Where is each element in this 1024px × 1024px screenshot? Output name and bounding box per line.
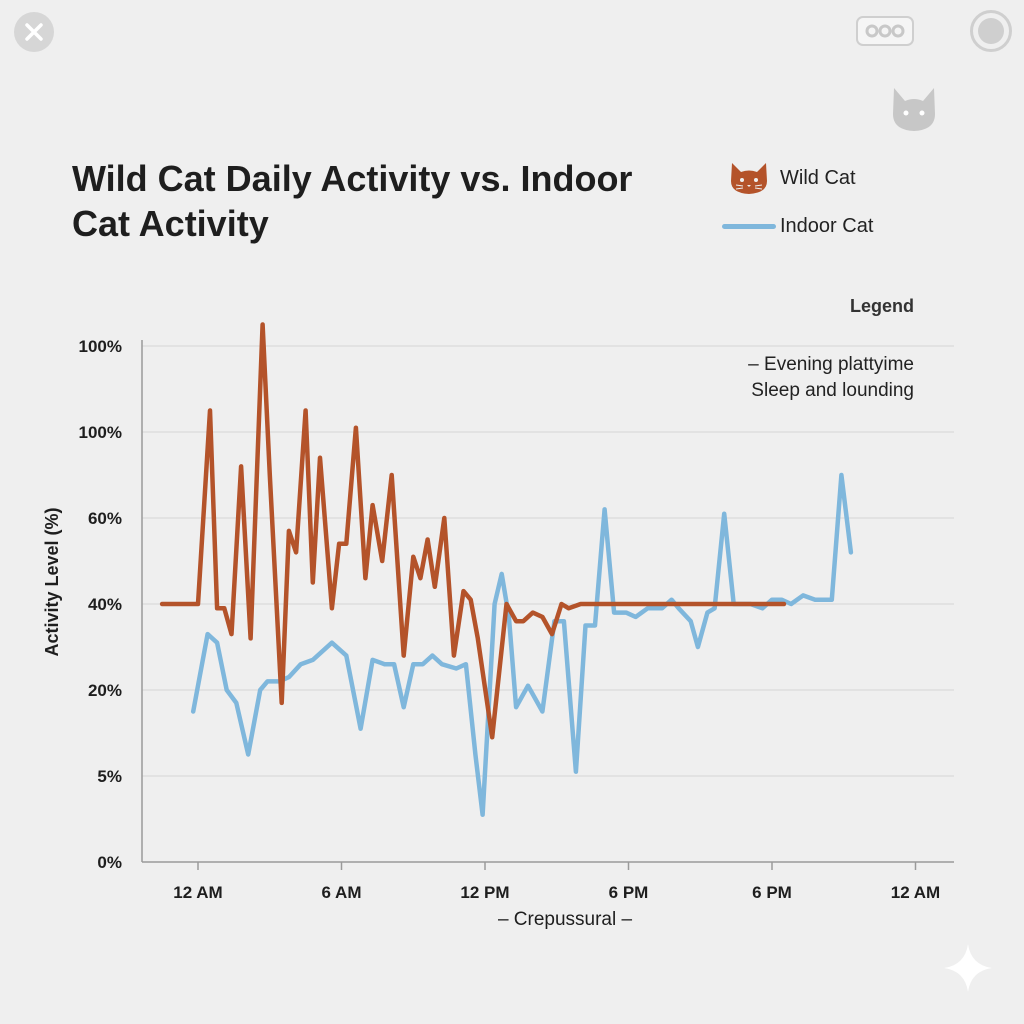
series-legend: Wild Cat Indoor Cat: [720, 162, 980, 258]
settings-toggle-button[interactable]: [856, 16, 914, 46]
x-tick-label: 6 PM: [752, 883, 792, 902]
legend-note-evening: – Evening plattyime: [748, 354, 914, 375]
chart-title: Wild Cat Daily Activity vs. Indoor Cat A…: [72, 158, 633, 244]
legend-heading: Legend: [849, 296, 914, 316]
x-tick-label: 6 AM: [322, 883, 362, 902]
settings-toggle-icon: [865, 24, 905, 38]
cat-icon: [893, 88, 935, 131]
y-tick-label: 100%: [79, 337, 122, 356]
axes: [141, 340, 954, 870]
close-button[interactable]: [14, 12, 54, 52]
x-tick-label: 12 AM: [173, 883, 222, 902]
legend-item-wild-cat: Wild Cat: [720, 162, 980, 194]
y-tick-label: 5%: [97, 767, 122, 786]
grid-lines: [142, 345, 954, 777]
legend-notes: – Evening plattyime Sleep and lounding: [640, 352, 914, 404]
record-button[interactable]: [970, 10, 1012, 52]
y-tick-label: 100%: [79, 423, 122, 442]
x-tick-label: 12 PM: [460, 883, 509, 902]
axis-labels: 0% 5% 20% 40% 60% 100% 100% 12 AM 6 AM 12 PM 6 PM 6…: [42, 337, 940, 930]
cat-face-icon: [731, 163, 767, 194]
y-tick-label: 40%: [88, 595, 122, 614]
x-axis-label: – Crepussural –: [498, 909, 633, 930]
x-tick-label: 12 AM: [891, 883, 940, 902]
y-axis-label: Activity Level (%): [42, 507, 62, 656]
series-line-indoor-cat: [190, 472, 854, 817]
series-lines: [159, 322, 854, 817]
legend-note-sleep: Sleep and lounding: [751, 380, 914, 401]
line-swatch-icon: [722, 223, 776, 229]
y-tick-label: 0%: [97, 853, 122, 872]
y-tick-label: 60%: [88, 509, 122, 528]
sparkle-icon: [944, 944, 992, 992]
record-icon: [978, 18, 1004, 44]
x-tick-label: 6 PM: [609, 883, 649, 902]
y-tick-label: 20%: [88, 681, 122, 700]
legend-label-wild-cat: Wild Cat: [780, 166, 856, 189]
sparkle-button[interactable]: [940, 940, 996, 996]
series-line-wild-cat: [159, 322, 787, 740]
legend-label-indoor-cat: Indoor Cat: [780, 214, 874, 237]
legend-item-indoor-cat: Indoor Cat: [720, 210, 980, 242]
close-icon: [25, 23, 43, 41]
